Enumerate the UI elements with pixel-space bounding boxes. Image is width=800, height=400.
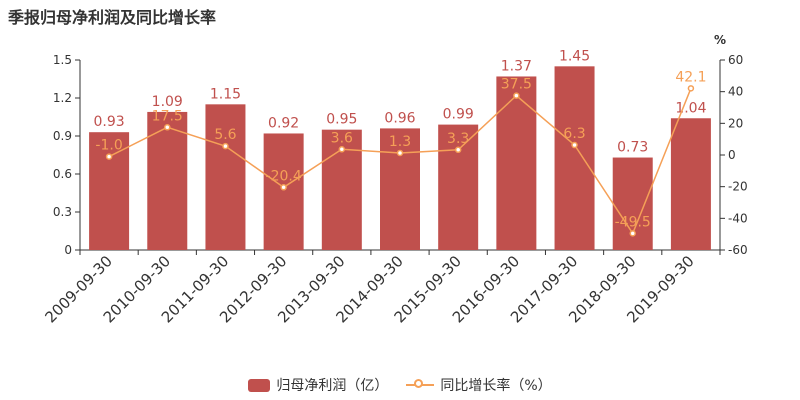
growth-value-label: -49.5 [615, 214, 651, 230]
bar-value-label: 0.95 [326, 112, 357, 128]
growth-point [629, 230, 636, 237]
growth-value-label: 3.3 [447, 131, 469, 147]
growth-point [454, 146, 462, 154]
growth-point [687, 85, 695, 92]
y-right-tick-label: -60 [728, 243, 748, 257]
y-left-tick-label: 0.3 [53, 205, 72, 219]
bar [205, 104, 246, 250]
growth-point [105, 153, 113, 160]
bar [496, 76, 537, 250]
growth-value-label: -20.4 [266, 168, 302, 184]
bar [380, 128, 420, 250]
y-left-tick-label: 0.9 [53, 129, 72, 143]
bar-value-label: 0.99 [443, 107, 474, 123]
y-right-tick-label: 60 [728, 53, 743, 67]
growth-point [513, 92, 520, 99]
legend-bar-label: 归母净利润（亿） [276, 378, 389, 394]
y-left-tick-label: 1.2 [53, 91, 72, 105]
bar-value-label: 1.45 [559, 48, 590, 64]
growth-point [164, 124, 171, 131]
growth-point [396, 149, 404, 157]
bar-value-label: 0.93 [94, 114, 125, 130]
y-right-unit-label: % [714, 33, 726, 47]
bar [263, 133, 304, 250]
bar [147, 111, 188, 250]
growth-point [338, 146, 346, 153]
bar [670, 118, 711, 251]
legend-item-line[interactable]: 同比增长率（%） [406, 375, 552, 395]
growth-value-label: 3.6 [331, 130, 353, 146]
legend-item-bar[interactable]: 归母净利润（亿） [248, 375, 388, 395]
growth-point [280, 184, 287, 191]
growth-value-label: -1.0 [95, 138, 122, 154]
y-right-tick-label: 20 [728, 116, 743, 130]
legend: 归母净利润（亿） 同比增长率（%） [0, 372, 800, 398]
bar-value-label: 1.09 [152, 94, 183, 110]
growth-value-label: 6.3 [563, 126, 585, 142]
growth-value-label: 17.5 [152, 108, 183, 124]
y-right-tick-label: -40 [728, 211, 748, 225]
y-left-tick-label: 1.5 [53, 53, 72, 67]
growth-value-label: 42.1 [675, 69, 706, 85]
bar [438, 124, 479, 250]
bar-value-label: 0.96 [384, 110, 415, 126]
y-right-tick-label: 40 [728, 85, 743, 99]
growth-value-label: 37.5 [501, 77, 532, 93]
legend-line-swatch [406, 378, 435, 392]
bar-value-label: 1.15 [210, 86, 241, 102]
y-left-tick-label: 0 [64, 243, 72, 257]
bar [89, 132, 130, 250]
bar-value-label: 1.04 [675, 100, 706, 116]
y-right-tick-label: -20 [728, 180, 748, 194]
bar-value-label: 1.37 [501, 58, 532, 74]
legend-bar-swatch [248, 378, 271, 392]
bar [554, 66, 595, 250]
growth-point [571, 141, 578, 149]
growth-value-label: 1.3 [389, 134, 411, 150]
bar-value-label: 0.92 [268, 115, 299, 131]
y-right-tick-label: 0 [728, 148, 736, 162]
chart-title: 季报归母净利润及同比增长率 [8, 8, 217, 27]
growth-value-label: 5.6 [214, 127, 236, 143]
growth-point [222, 142, 229, 150]
y-left-tick-label: 0.6 [53, 167, 72, 181]
legend-line-label: 同比增长率（%） [440, 378, 552, 394]
bar-value-label: 0.73 [617, 140, 648, 156]
